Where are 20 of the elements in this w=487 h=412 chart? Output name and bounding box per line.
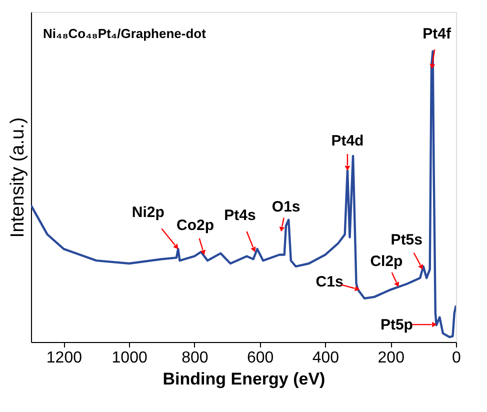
x-tick-label: 1000 (112, 350, 148, 366)
annotation: Pt4f (422, 26, 452, 43)
x-tick-label: 1200 (46, 350, 82, 366)
x-tick-label: 400 (312, 350, 340, 366)
annotation: O1s (272, 198, 300, 216)
annotation: Cl2p (370, 252, 403, 270)
x-tick-label: 200 (378, 350, 405, 366)
x-tick-label: 600 (246, 350, 274, 366)
annotation: C1s (316, 274, 344, 291)
annotation: Pt4d (331, 132, 364, 150)
y-axis-title: Intensity (a.u.) (8, 117, 28, 238)
annotation: Pt5p (380, 316, 413, 334)
annotation: Ni2p (132, 204, 164, 221)
annotation: Co2p (176, 216, 214, 234)
annotation: Pt5s (390, 231, 422, 248)
chart-title: Ni₄₈Co₄₈Pt₄/Graphene-dot (43, 26, 207, 41)
x-axis-title: Binding Energy (eV) (162, 370, 326, 388)
annotation: Pt4s (224, 206, 256, 224)
x-tick-label: 800 (182, 350, 208, 366)
x-tick-label: 0 (452, 350, 462, 366)
